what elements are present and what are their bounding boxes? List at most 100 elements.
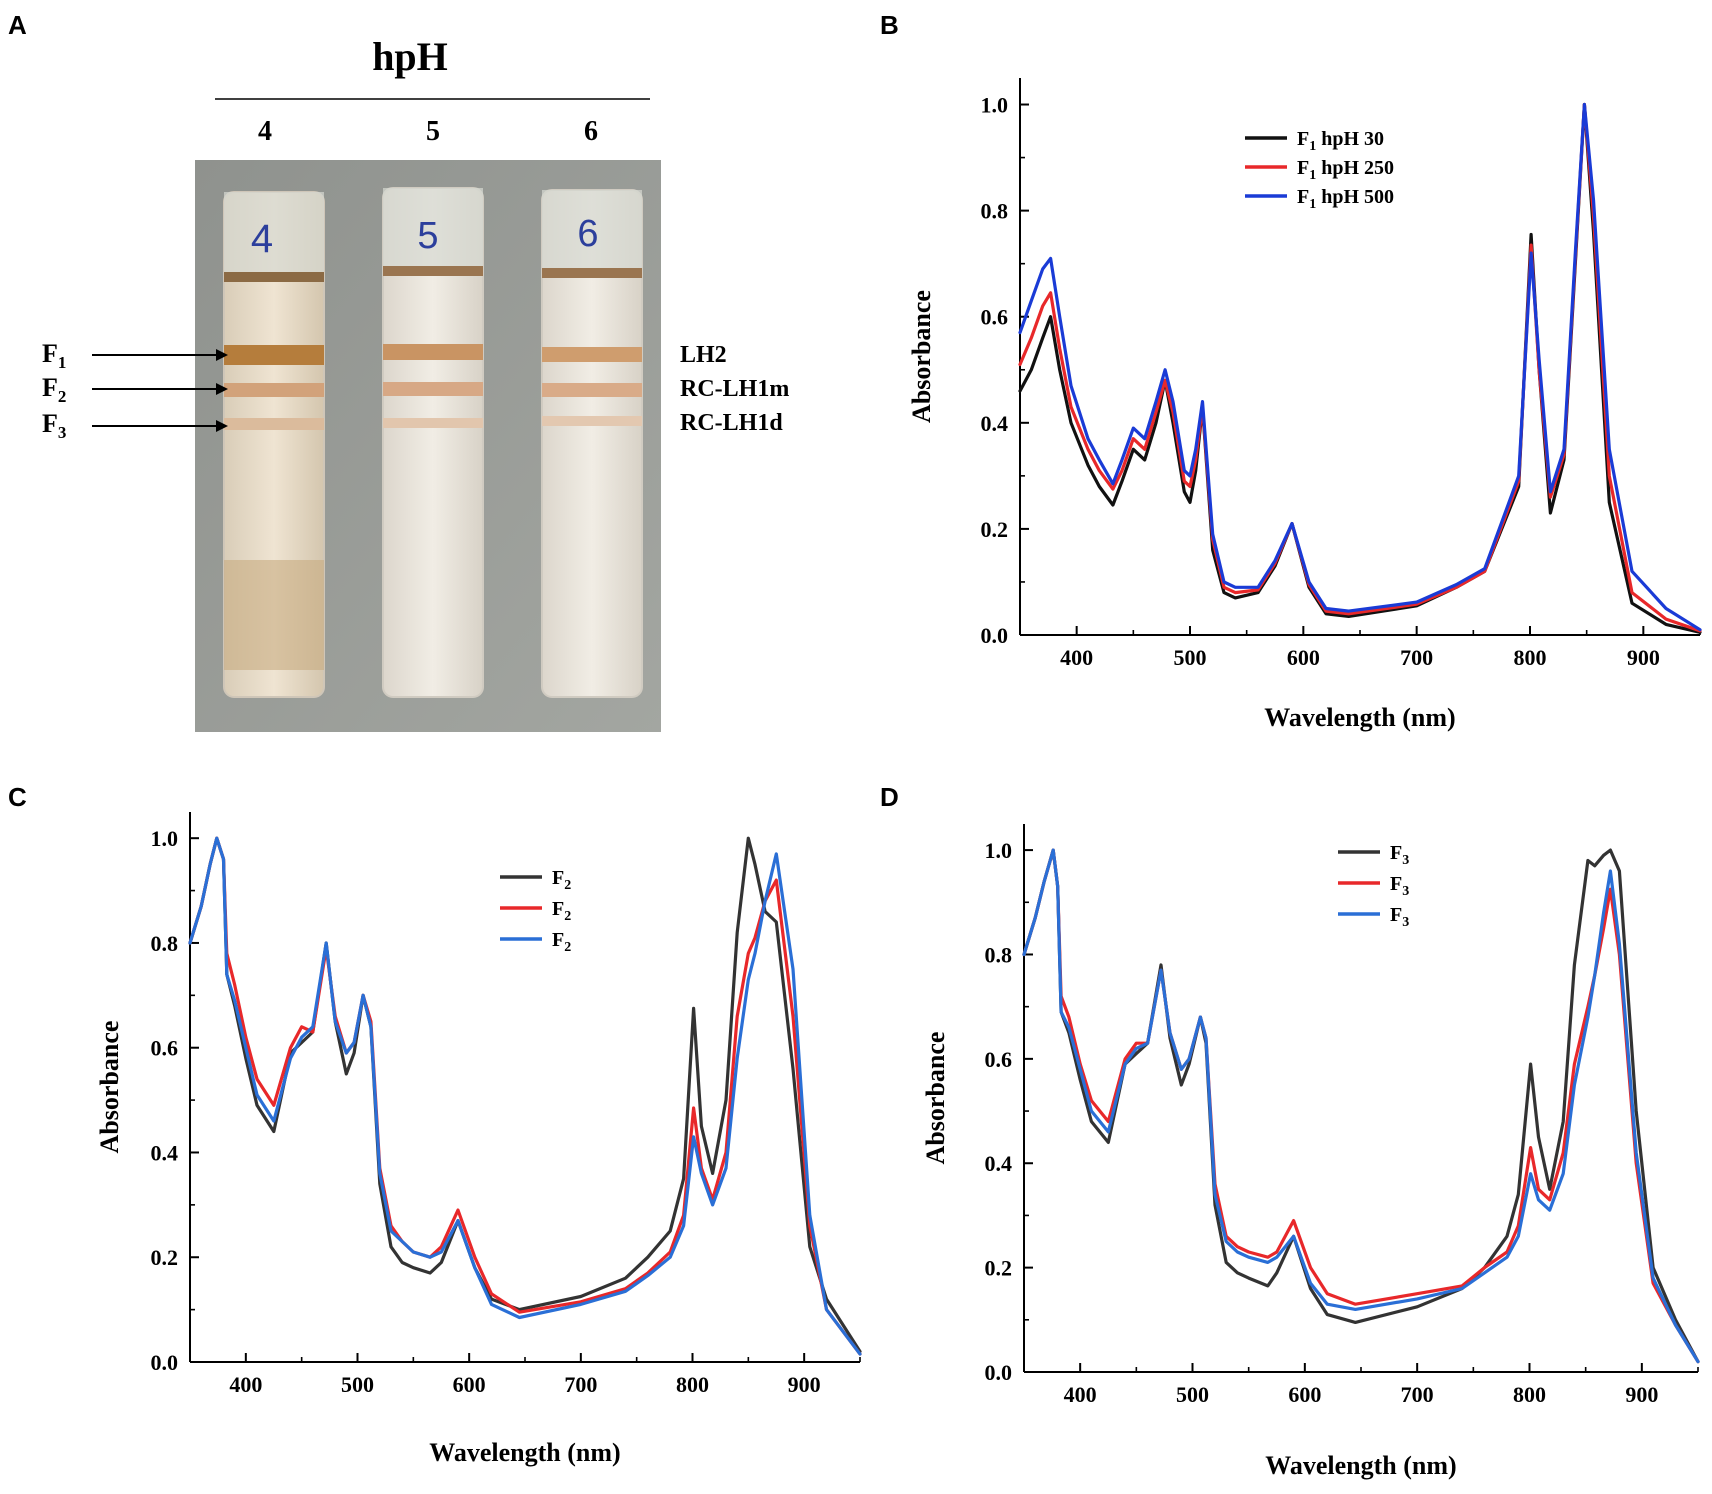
chart-d-xtick-label: 700 (1401, 1382, 1434, 1407)
chart-b-xlabel: Wavelength (nm) (1264, 703, 1455, 732)
tube-6-band-f1 (542, 347, 642, 362)
tube-6-band-f2 (542, 383, 642, 397)
tube-4-band-f2 (224, 383, 324, 397)
chart-c-ytick-label: 0.4 (151, 1140, 179, 1165)
chart-b-legend-label-3: F1 hpH 500 (1297, 186, 1394, 212)
chart-b-xtick-label: 400 (1060, 645, 1093, 670)
tube-6-mark: 6 (577, 213, 598, 255)
chart-c-ylabel: Absorbance (95, 1021, 124, 1154)
chart-c-ytick-label: 0.8 (151, 931, 179, 956)
chart-d-xtick-label: 800 (1513, 1382, 1546, 1407)
chart-d-ytick-label: 0.8 (985, 942, 1013, 967)
chart-b-ytick-label: 0.6 (981, 305, 1009, 330)
fraction-f3-label: F3 (42, 409, 66, 442)
chart-d-series-line-2 (1022, 848, 1700, 1364)
panel-letter-d: D (880, 782, 899, 812)
chart-b-series-line-3 (1018, 102, 1702, 632)
fraction-f1-label: F1 (42, 339, 66, 372)
chart-c-ytick-label: 0.2 (151, 1245, 179, 1270)
tube-6-empty-top (542, 190, 642, 268)
band-label-lh2: LH2 (680, 342, 727, 368)
chart-b-ytick-label: 0.2 (981, 517, 1009, 542)
fraction-f2-label: F2 (42, 373, 66, 406)
chart-d-ylabel: Absorbance (921, 1032, 950, 1165)
panel-c-chart: C 0.0 0.2 0.4 0.6 0.8 1.0 400 500 600 700 800 900 Wa… (8, 782, 862, 1467)
tube-4-empty-top (224, 192, 324, 272)
fraction-f2-arrowhead (216, 383, 228, 395)
fraction-f3: F3 (42, 409, 228, 442)
hph-title: hpH (372, 34, 448, 79)
fraction-f2: F2 (42, 373, 228, 406)
chart-b-legend-label-2: F1 hpH 250 (1297, 157, 1394, 183)
chart-c-ytick-label: 0.6 (151, 1036, 179, 1061)
chart-d-series-line-1 (1022, 848, 1700, 1364)
chart-b-xtick-label: 500 (1174, 645, 1207, 670)
panel-d-chart: D 0.0 0.2 0.4 0.6 0.8 1.0 400 500 600 700 800 900 Wa… (880, 782, 1700, 1480)
chart-d-ytick-label: 0.0 (985, 1360, 1013, 1385)
chart-c-xtick-label: 900 (788, 1372, 821, 1397)
panel-letter-a: A (8, 10, 27, 40)
tube-4-band-f1 (224, 345, 324, 365)
tube-6-band-f3 (542, 416, 642, 426)
chart-d-ytick-label: 0.4 (985, 1151, 1013, 1176)
fraction-f3-arrowhead (216, 420, 228, 432)
lane-label-4: 4 (258, 116, 272, 147)
chart-c-legend-label-3: F2 (552, 929, 571, 955)
tube-5: 5 (382, 187, 484, 698)
chart-d-legend-label-2: F3 (1390, 873, 1409, 899)
chart-b-ytick-label: 0.8 (981, 199, 1009, 224)
panel-letter-b: B (880, 10, 899, 40)
tube-5-band-f3 (383, 418, 483, 428)
chart-d-legend-label-1: F3 (1390, 842, 1409, 868)
band-label-rc-lh1d: RC-LH1d (680, 410, 783, 436)
chart-d-ytick-label: 0.6 (985, 1047, 1013, 1072)
chart-d-xtick-label: 500 (1176, 1382, 1209, 1407)
tube-6-meniscus (542, 268, 642, 278)
chart-c-ytick-label: 1.0 (151, 826, 179, 851)
chart-d-xtick-label: 400 (1064, 1382, 1097, 1407)
chart-d-ytick-label: 0.2 (985, 1256, 1013, 1281)
chart-c-series-line-2 (188, 836, 862, 1356)
chart-d-legend-label-3: F3 (1390, 904, 1409, 930)
lane-label-6: 6 (584, 116, 598, 147)
band-label-rc-lh1m: RC-LH1m (680, 376, 789, 402)
chart-d-xlabel: Wavelength (nm) (1265, 1451, 1456, 1480)
tube-5-band-f2 (383, 382, 483, 396)
chart-d-xtick-label: 600 (1288, 1382, 1321, 1407)
chart-c-xlabel: Wavelength (nm) (429, 1438, 620, 1467)
tube-5-empty-top (383, 188, 483, 266)
tube-4: 4 (223, 191, 325, 698)
tube-4-mark: 4 (251, 217, 273, 261)
chart-c-ytick-label: 0.0 (151, 1350, 179, 1375)
panel-a: A hpH 4 5 6 4 (8, 10, 789, 732)
chart-b-xtick-label: 600 (1287, 645, 1320, 670)
chart-c-xtick-label: 800 (676, 1372, 709, 1397)
chart-c-legend-label-2: F2 (552, 898, 571, 924)
chart-b-series-line-2 (1018, 102, 1702, 633)
chart-c-series-line-3 (188, 836, 862, 1356)
fraction-f1: F1 (42, 339, 228, 372)
chart-c-series-line-1 (188, 836, 862, 1354)
chart-d-xtick-label: 900 (1625, 1382, 1658, 1407)
tube-5-mark: 5 (417, 215, 438, 257)
fraction-f1-arrowhead (216, 349, 228, 361)
tube-5-band-f1 (383, 344, 483, 360)
chart-d-series-line-3 (1022, 848, 1700, 1364)
chart-c-xtick-label: 500 (341, 1372, 374, 1397)
chart-c-xtick-label: 700 (564, 1372, 597, 1397)
chart-c-xtick-label: 600 (453, 1372, 486, 1397)
gradient-tubes-photo: 4 5 6 (195, 160, 661, 732)
chart-b-ylabel: Absorbance (907, 290, 936, 423)
tube-4-band-f3 (224, 418, 324, 430)
chart-b-ytick-label: 0.4 (981, 411, 1009, 436)
tube-5-meniscus (383, 266, 483, 276)
chart-c-legend-label-1: F2 (552, 867, 571, 893)
chart-d-ytick-label: 1.0 (985, 838, 1013, 863)
chart-b-ytick-label: 0.0 (981, 623, 1009, 648)
chart-b-xtick-label: 800 (1514, 645, 1547, 670)
chart-b-legend-label-1: F1 hpH 30 (1297, 128, 1384, 154)
chart-b-xtick-label: 700 (1400, 645, 1433, 670)
chart-c-xtick-label: 400 (229, 1372, 262, 1397)
lane-label-5: 5 (426, 116, 440, 147)
